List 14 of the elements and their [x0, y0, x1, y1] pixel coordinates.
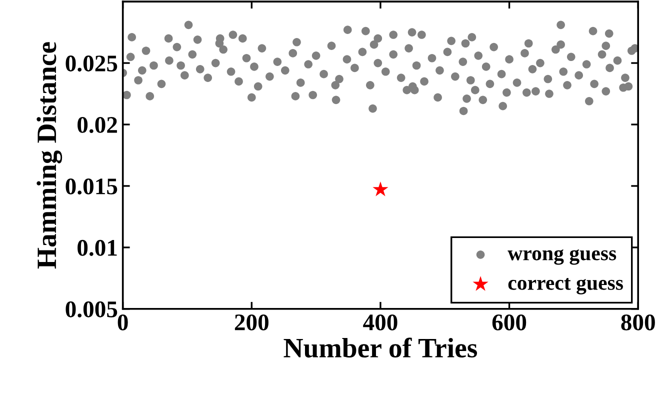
- y-tick-label: 0.005: [66, 301, 118, 318]
- x-tick-label: 800: [621, 314, 655, 330]
- x-tick-label: 0: [118, 314, 128, 330]
- x-tick-label: 200: [234, 314, 268, 330]
- legend-label: correct guess: [508, 278, 624, 294]
- y-tick-label: 0.025: [66, 56, 118, 72]
- legend-label: wrong guess: [508, 249, 616, 265]
- x-tick-label: 400: [363, 314, 398, 330]
- y-tick-label: 0.02: [78, 116, 117, 134]
- x-tick-label: 600: [492, 314, 526, 330]
- y-tick-label: 0.01: [78, 240, 117, 256]
- y-axis-title: Hamming Distance: [36, 42, 62, 269]
- x-axis-title: Number of Tries: [284, 338, 478, 358]
- y-tick-label: 0.015: [66, 178, 118, 194]
